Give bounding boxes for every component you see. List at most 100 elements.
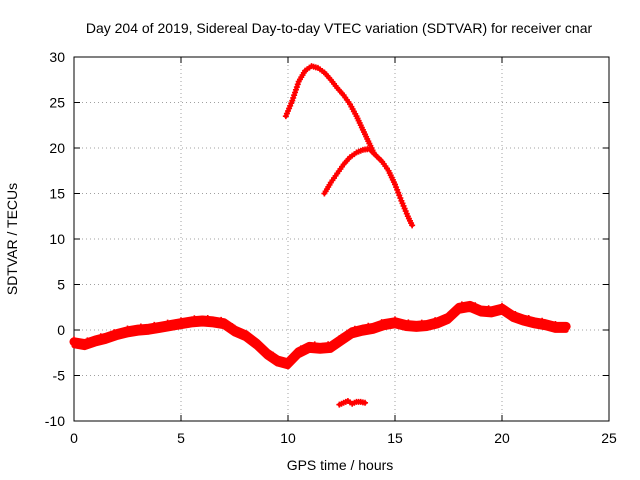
x-tick-label: 5 [177,430,185,446]
data-point [375,323,382,330]
data-point [108,333,115,340]
data-point [279,357,286,364]
data-point [288,358,295,365]
data-point [161,323,168,330]
data-point [121,329,128,336]
data-point [383,322,390,329]
data-point [416,323,423,330]
data-layer [69,63,571,408]
data-point [252,338,259,345]
data-point [270,351,277,358]
x-tick-label: 15 [387,430,403,446]
chart-title: Day 204 of 2019, Sidereal Day-to-day VTE… [86,20,593,36]
data-point [547,320,554,327]
data-point [389,320,396,327]
data-point [95,337,102,344]
data-point [246,334,253,341]
series-line-spread [71,306,569,370]
data-point [175,321,182,328]
data-point [501,306,508,313]
data-point [129,329,136,336]
data-point [215,320,222,327]
data-point [531,321,538,328]
data-point [563,323,570,330]
data-point [292,353,299,360]
x-tick-label: 20 [494,430,510,446]
data-point [449,312,456,319]
y-tick-label: 0 [57,322,65,338]
data-point [234,328,241,335]
x-tick-label: 10 [280,430,296,446]
y-tick-label: 10 [49,231,65,247]
data-point [442,316,449,323]
data-point [525,315,532,322]
y-tick-label: 5 [57,277,65,293]
data-point [322,345,329,352]
data-point [424,323,431,330]
data-point [557,325,564,332]
grid-layer [74,57,609,421]
data-point [472,302,479,309]
data-point [490,309,497,316]
data-point [474,305,481,312]
data-point [466,301,473,308]
data-point [410,324,417,331]
y-tick-label: 30 [49,49,65,65]
x-tick-label: 0 [70,430,78,446]
data-point [515,314,522,321]
data-point [81,341,88,348]
data-point [505,308,512,315]
data-point [477,309,484,316]
data-point [156,325,163,332]
x-axis-label: GPS time / hours [287,457,394,473]
data-point [143,327,150,334]
data-point [482,308,489,315]
data-point [274,357,281,364]
data-point [231,324,238,331]
ticks-layer: 0 5 10 15 20 25 -10 -5 0 5 10 15 20 25 30 [45,49,617,446]
data-point [528,318,535,325]
y-tick-label: -10 [45,413,65,429]
data-point [257,341,264,348]
data-point [295,350,302,357]
data-point [196,319,203,326]
data-point [541,320,548,327]
data-point [402,322,409,329]
data-point [429,321,436,328]
data-point [394,319,401,326]
x-tick-label: 25 [601,430,617,446]
data-point [334,340,341,347]
data-point [512,310,519,317]
data-point [239,329,246,336]
data-point [76,342,83,349]
data-point [520,314,527,321]
data-point [116,332,123,339]
data-point [309,344,316,351]
y-tick-label: 15 [49,186,65,202]
data-point [317,346,324,353]
data-point [329,344,336,351]
data-point [392,316,398,323]
data-point [400,319,407,326]
data-point [362,399,369,406]
data-point [437,320,444,327]
data-point [220,319,227,326]
data-point [302,347,309,354]
y-axis-label: SDTVAR / TECUs [4,183,20,295]
data-point [357,329,364,336]
data-point [103,336,110,343]
data-point [342,335,349,342]
y-tick-label: 25 [49,95,65,111]
data-point [135,327,142,334]
data-point [89,340,96,347]
data-point [225,321,232,328]
data-point [456,305,463,312]
data-point [259,345,266,352]
data-point [464,305,471,312]
data-point [362,326,369,333]
data-point [499,302,505,309]
data-point [265,350,272,357]
data-point [148,325,155,332]
data-point [202,318,209,325]
